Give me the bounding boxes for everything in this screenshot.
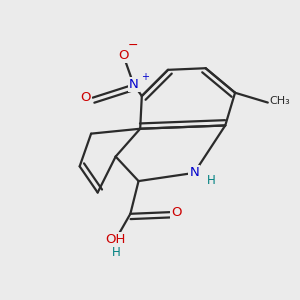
Text: O: O [118, 49, 129, 62]
Text: O: O [171, 206, 181, 219]
Text: OH: OH [106, 233, 126, 246]
Text: H: H [207, 174, 216, 187]
Text: CH₃: CH₃ [269, 96, 290, 106]
Text: −: − [128, 38, 138, 52]
Text: O: O [80, 91, 91, 104]
Text: N: N [129, 78, 139, 91]
Text: N: N [189, 167, 199, 179]
Text: H: H [111, 246, 120, 260]
Text: +: + [141, 72, 149, 82]
